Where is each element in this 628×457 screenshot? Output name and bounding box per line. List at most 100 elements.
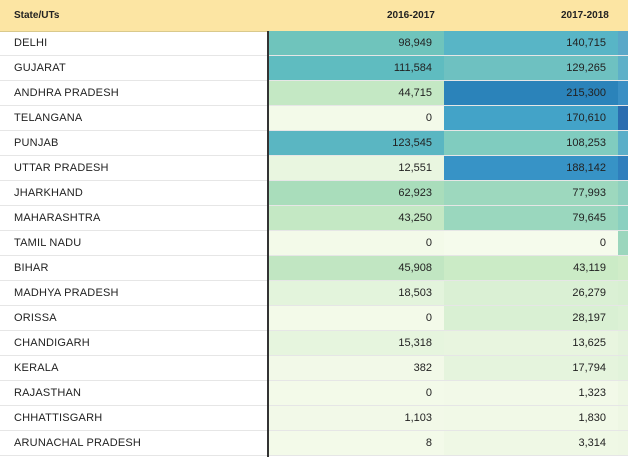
- cell-2016-2017: 111,584: [268, 56, 444, 81]
- table-row[interactable]: DELHI 98,949 140,715: [0, 31, 628, 56]
- state-name: DELHI: [14, 37, 48, 49]
- table-row[interactable]: PUNJAB 123,545 108,253: [0, 131, 628, 156]
- cell-2017-2018: 1,323: [444, 381, 618, 406]
- cell-2016-2017: 382: [268, 356, 444, 381]
- state-name: BIHAR: [14, 262, 49, 274]
- state-name: GUJARAT: [14, 62, 66, 74]
- value-2017-2018: 170,610: [566, 112, 606, 124]
- value-2016-2017: 382: [413, 362, 432, 374]
- value-2017-2018: 28,197: [572, 312, 606, 324]
- column-divider: [267, 31, 269, 457]
- table-row[interactable]: CHANDIGARH 15,318 13,625: [0, 331, 628, 356]
- cell-2016-2017: 45,908: [268, 256, 444, 281]
- cell-2017-2018: 79,645: [444, 206, 618, 231]
- column-header-2017-2018[interactable]: 2017-2018: [561, 10, 609, 21]
- state-name: ANDHRA PRADESH: [14, 87, 119, 99]
- state-name: CHHATTISGARH: [14, 412, 103, 424]
- cell-2017-2018: 17,794: [444, 356, 618, 381]
- table-row[interactable]: CHHATTISGARH 1,103 1,830: [0, 406, 628, 431]
- value-2017-2018: 0: [599, 237, 606, 249]
- table-row[interactable]: ANDHRA PRADESH 44,715 215,300: [0, 81, 628, 106]
- state-name: CHANDIGARH: [14, 337, 90, 349]
- cell-2017-2018: 108,253: [444, 131, 618, 156]
- column-header-2016-2017[interactable]: 2016-2017: [387, 10, 435, 21]
- table-row[interactable]: KERALA 382 17,794: [0, 356, 628, 381]
- cell-next-column: [618, 306, 628, 331]
- table-row[interactable]: ARUNACHAL PRADESH 8 3,314: [0, 431, 628, 456]
- cell-2017-2018: 188,142: [444, 156, 618, 181]
- value-2016-2017: 111,584: [393, 62, 432, 74]
- value-2016-2017: 18,503: [398, 287, 432, 299]
- cell-next-column: [618, 256, 628, 281]
- value-2017-2018: 26,279: [572, 287, 606, 299]
- table-row[interactable]: GUJARAT 111,584 129,265: [0, 56, 628, 81]
- table-row[interactable]: ORISSA 0 28,197: [0, 306, 628, 331]
- cell-2016-2017: 18,503: [268, 281, 444, 306]
- cell-2016-2017: 98,949: [268, 31, 444, 56]
- cell-2017-2018: 28,197: [444, 306, 618, 331]
- cell-2016-2017: 123,545: [268, 131, 444, 156]
- cell-next-column: [618, 356, 628, 381]
- value-2017-2018: 79,645: [572, 212, 606, 224]
- cell-next-column: [618, 131, 628, 156]
- cell-next-column: [618, 381, 628, 406]
- cell-next-column: [618, 81, 628, 106]
- state-name: ARUNACHAL PRADESH: [14, 437, 142, 449]
- cell-2016-2017: 62,923: [268, 181, 444, 206]
- table-header: State/UTs 2016-2017 2017-2018: [0, 0, 628, 32]
- value-2016-2017: 1,103: [404, 412, 432, 424]
- table-row[interactable]: MADHYA PRADESH 18,503 26,279: [0, 281, 628, 306]
- cell-2016-2017: 0: [268, 381, 444, 406]
- state-name: PUNJAB: [14, 137, 59, 149]
- value-2017-2018: 1,323: [578, 387, 606, 399]
- value-2016-2017: 0: [425, 312, 432, 324]
- value-2016-2017: 62,923: [398, 187, 432, 199]
- value-2017-2018: 188,142: [566, 162, 606, 174]
- state-name: MADHYA PRADESH: [14, 287, 119, 299]
- table-row[interactable]: TELANGANA 0 170,610: [0, 106, 628, 131]
- value-2016-2017: 98,949: [398, 37, 432, 49]
- cell-next-column: [618, 206, 628, 231]
- state-name: MAHARASHTRA: [14, 212, 101, 224]
- cell-next-column: [618, 231, 628, 256]
- state-name: ORISSA: [14, 312, 57, 324]
- value-2016-2017: 0: [425, 387, 432, 399]
- value-2016-2017: 8: [425, 437, 432, 449]
- table-row[interactable]: UTTAR PRADESH 12,551 188,142: [0, 156, 628, 181]
- value-2017-2018: 129,265: [566, 62, 606, 74]
- value-2017-2018: 13,625: [572, 337, 606, 349]
- value-2017-2018: 77,993: [572, 187, 606, 199]
- cell-2017-2018: 1,830: [444, 406, 618, 431]
- table-row[interactable]: TAMIL NADU 0 0: [0, 231, 628, 256]
- value-2016-2017: 0: [425, 112, 432, 124]
- cell-2017-2018: 13,625: [444, 331, 618, 356]
- column-header-state[interactable]: State/UTs: [14, 10, 60, 21]
- table-row[interactable]: MAHARASHTRA 43,250 79,645: [0, 206, 628, 231]
- state-name: KERALA: [14, 362, 59, 374]
- state-name: RAJASTHAN: [14, 387, 82, 399]
- value-2017-2018: 140,715: [566, 37, 606, 49]
- cell-2016-2017: 8: [268, 431, 444, 456]
- state-name: UTTAR PRADESH: [14, 162, 109, 174]
- cell-2016-2017: 1,103: [268, 406, 444, 431]
- cell-2017-2018: 26,279: [444, 281, 618, 306]
- cell-2016-2017: 0: [268, 106, 444, 131]
- value-2016-2017: 0: [425, 237, 432, 249]
- table-row[interactable]: RAJASTHAN 0 1,323: [0, 381, 628, 406]
- cell-2016-2017: 0: [268, 306, 444, 331]
- cell-2016-2017: 12,551: [268, 156, 444, 181]
- table-row[interactable]: JHARKHAND 62,923 77,993: [0, 181, 628, 206]
- value-2017-2018: 43,119: [573, 262, 606, 274]
- cell-2017-2018: 43,119: [444, 256, 618, 281]
- cell-2016-2017: 43,250: [268, 206, 444, 231]
- cell-2017-2018: 170,610: [444, 106, 618, 131]
- table-row[interactable]: BIHAR 45,908 43,119: [0, 256, 628, 281]
- state-name: TAMIL NADU: [14, 237, 82, 249]
- cell-2016-2017: 44,715: [268, 81, 444, 106]
- cell-next-column: [618, 331, 628, 356]
- value-2016-2017: 15,318: [398, 337, 432, 349]
- cell-2017-2018: 0: [444, 231, 618, 256]
- value-2016-2017: 44,715: [398, 87, 432, 99]
- cell-next-column: [618, 31, 628, 56]
- state-name: JHARKHAND: [14, 187, 84, 199]
